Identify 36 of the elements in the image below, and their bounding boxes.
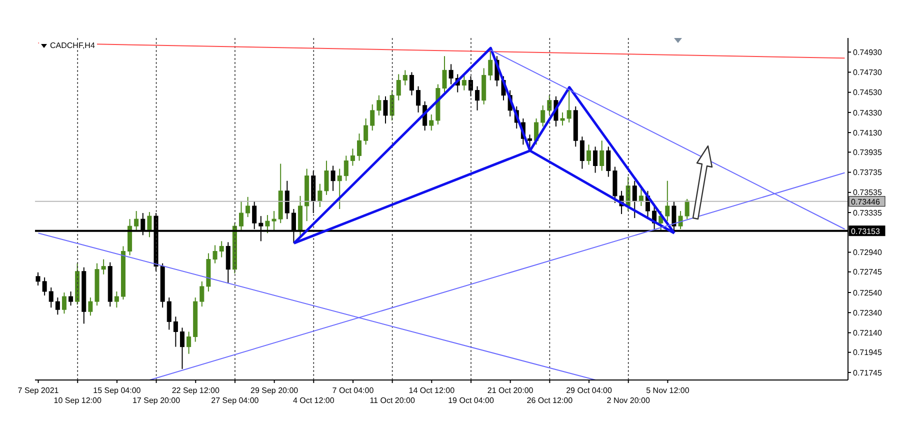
- y-tick-label: 0.74730: [853, 68, 882, 78]
- x-tick-label: 29 Sep 20:00: [250, 386, 299, 395]
- y-tick-label: 0.74530: [853, 88, 882, 98]
- x-tick-label: 17 Sep 20:00: [132, 396, 181, 405]
- chart-title: CADCHF,H4: [50, 41, 95, 50]
- ref-line-label: 0.73446: [851, 197, 880, 206]
- y-tick-label: 0.72940: [853, 248, 882, 258]
- x-tick-label: 5 Nov 12:00: [646, 386, 690, 395]
- y-tick-label: 0.72540: [853, 288, 882, 298]
- x-tick-label: 15 Sep 04:00: [93, 386, 142, 395]
- y-tick-label: 0.72745: [853, 268, 882, 277]
- x-tick-label: 10 Sep 12:00: [54, 396, 102, 405]
- y-tick-label: 0.71945: [853, 348, 882, 358]
- x-tick-label: 22 Sep 12:00: [172, 386, 220, 395]
- x-tick-label: 27 Sep 04:00: [211, 396, 260, 405]
- y-tick-label: 0.73735: [853, 168, 882, 178]
- x-tick-label: 21 Oct 20:00: [487, 386, 534, 395]
- y-tick-label: 0.74930: [853, 48, 882, 57]
- y-tick-label: 0.71745: [853, 368, 882, 378]
- y-tick-label: 0.73535: [853, 188, 882, 198]
- x-tick-label: 7 Oct 04:00: [332, 386, 374, 395]
- ref-line-label: 0.73153: [851, 226, 880, 236]
- x-tick-label: 19 Oct 04:00: [448, 396, 494, 405]
- x-tick-label: 14 Oct 12:00: [408, 386, 456, 395]
- y-tick-label: 0.72340: [853, 308, 882, 318]
- y-tick-label: 0.73935: [853, 148, 882, 158]
- x-tick-label: 29 Oct 04:00: [566, 386, 612, 395]
- y-tick-label: 0.73335: [853, 208, 882, 218]
- x-tick-label: 4 Oct 12:00: [292, 396, 335, 405]
- x-tick-label: 26 Oct 12:00: [526, 396, 574, 405]
- x-tick-label: 2 Nov 20:00: [606, 396, 650, 405]
- y-tick-label: 0.74330: [853, 108, 882, 118]
- x-tick-label: 7 Sep 2021: [18, 386, 60, 395]
- y-tick-label: 0.72140: [853, 328, 882, 338]
- x-tick-label: 11 Oct 20:00: [370, 396, 416, 405]
- y-tick-label: 0.74130: [853, 128, 882, 138]
